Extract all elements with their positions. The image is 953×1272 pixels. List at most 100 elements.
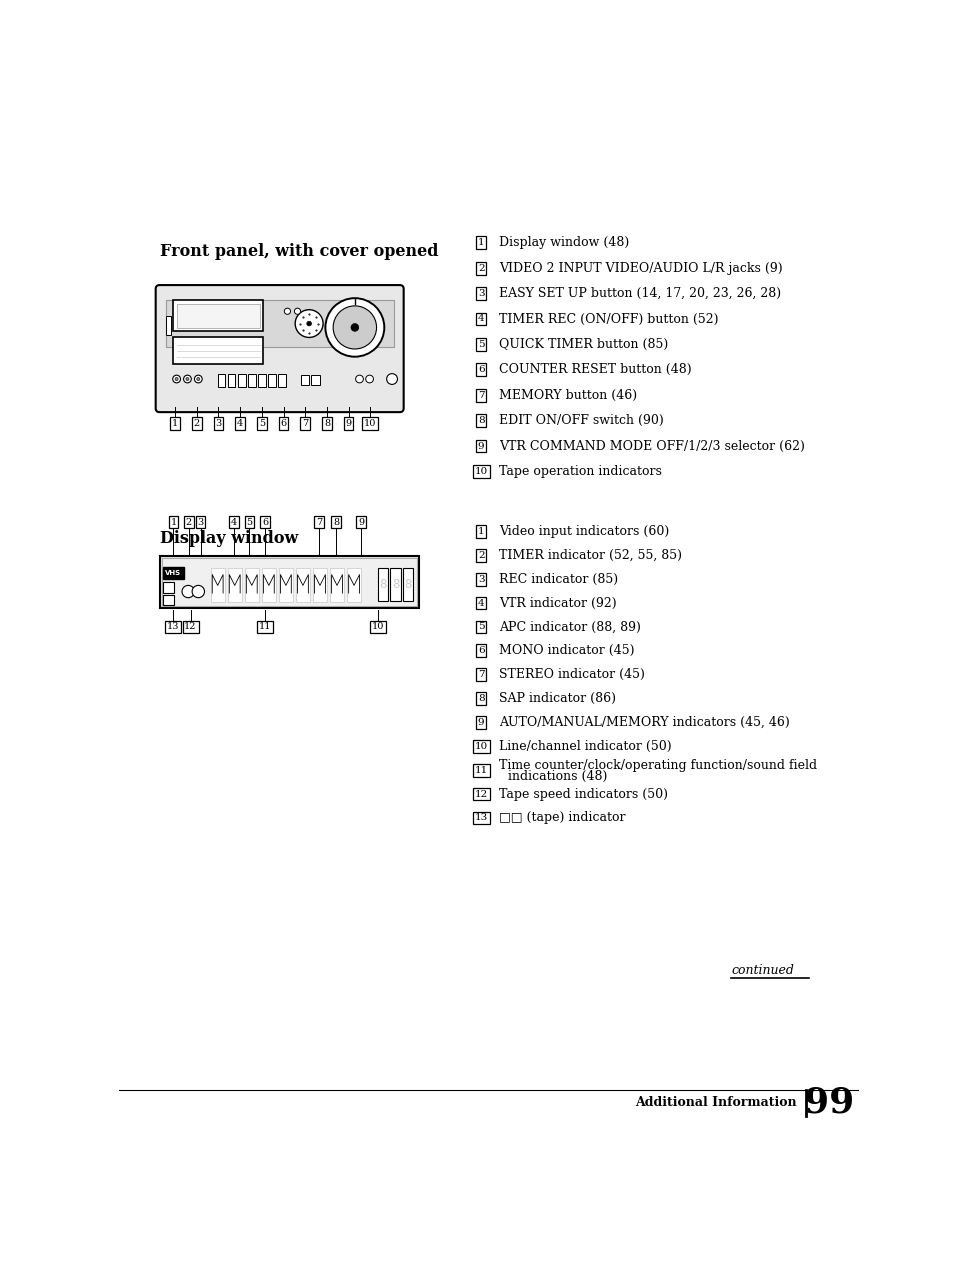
Bar [377,569,388,600]
Bar [278,569,293,603]
Text: Additional Information: Additional Information [635,1096,796,1109]
Text: 11: 11 [474,766,487,775]
Text: 5: 5 [258,420,265,429]
Text: VHS: VHS [165,570,181,576]
Text: 7: 7 [315,518,322,527]
Text: EASY SET UP button (14, 17, 20, 23, 26, 28): EASY SET UP button (14, 17, 20, 23, 26, … [498,287,781,300]
Circle shape [174,378,178,380]
Text: Time counter/clock/operating function/sound field: Time counter/clock/operating function/so… [498,759,817,772]
Text: 4: 4 [231,518,237,527]
Text: 4: 4 [236,420,243,429]
Text: 10: 10 [474,742,487,750]
Bar [268,374,275,387]
Text: REC indicator (85): REC indicator (85) [498,572,618,585]
Bar [166,300,394,347]
Text: 12: 12 [474,790,487,799]
Text: TIMER REC (ON/OFF) button (52): TIMER REC (ON/OFF) button (52) [498,313,718,326]
Bar [245,569,258,603]
Text: MEMORY button (46): MEMORY button (46) [498,389,637,402]
Circle shape [365,375,373,383]
Text: 1: 1 [477,238,484,247]
Circle shape [192,585,204,598]
Text: 8: 8 [333,518,339,527]
Text: 13: 13 [474,813,487,823]
Text: 4: 4 [477,599,484,608]
Text: 2: 2 [477,551,484,560]
Text: 8: 8 [379,577,387,591]
Text: VTR COMMAND MODE OFF/1/2/3 selector (62): VTR COMMAND MODE OFF/1/2/3 selector (62) [498,440,804,453]
Text: 6: 6 [477,365,484,374]
Text: 9: 9 [357,518,364,527]
Text: indications (48): indications (48) [508,770,607,782]
Circle shape [294,308,300,314]
Bar [228,374,235,387]
Text: 2: 2 [477,263,484,272]
Bar [237,374,245,387]
Text: □□ (tape) indicator: □□ (tape) indicator [498,812,625,824]
Circle shape [172,375,180,383]
Text: 9: 9 [477,717,484,726]
Bar [163,595,174,604]
Text: 1: 1 [171,518,176,527]
Text: 8: 8 [404,577,412,591]
Bar [163,567,183,579]
Text: 13: 13 [167,622,179,631]
Circle shape [351,323,358,331]
Bar [261,569,275,603]
Text: AUTO/MANUAL/MEMORY indicators (45, 46): AUTO/MANUAL/MEMORY indicators (45, 46) [498,716,789,729]
Bar [313,569,327,603]
Text: 6: 6 [280,420,286,429]
Text: COUNTER RESET button (48): COUNTER RESET button (48) [498,364,691,377]
Circle shape [294,309,323,337]
Text: 4: 4 [477,314,484,323]
Text: 8: 8 [477,416,484,425]
Circle shape [333,305,376,349]
Circle shape [325,298,384,356]
Text: 7: 7 [302,420,308,429]
Circle shape [284,308,291,314]
Text: SAP indicator (86): SAP indicator (86) [498,692,616,705]
Text: Tape speed indicators (50): Tape speed indicators (50) [498,787,667,800]
Bar [278,374,286,387]
Text: STEREO indicator (45): STEREO indicator (45) [498,668,644,682]
Circle shape [194,375,202,383]
Text: 7: 7 [477,391,484,399]
Circle shape [183,375,192,383]
Bar [300,375,309,385]
Text: continued: continued [731,964,794,977]
Text: Video input indicators (60): Video input indicators (60) [498,525,669,538]
Text: Tape operation indicators: Tape operation indicators [498,466,661,478]
Circle shape [186,378,189,380]
Bar [176,304,259,328]
Bar [173,300,262,331]
Circle shape [196,378,199,380]
Bar [211,569,224,603]
Text: 5: 5 [246,518,253,527]
Text: 3: 3 [477,289,484,298]
Text: Line/channel indicator (50): Line/channel indicator (50) [498,740,671,753]
Text: 10: 10 [372,622,384,631]
Text: 3: 3 [215,420,221,429]
Bar [248,374,255,387]
Text: 10: 10 [474,467,487,476]
Circle shape [386,374,397,384]
Text: 8: 8 [324,420,330,429]
Text: MONO indicator (45): MONO indicator (45) [498,645,634,658]
Text: 8: 8 [392,577,399,591]
FancyBboxPatch shape [155,285,403,412]
Bar [347,569,360,603]
Bar [166,315,171,335]
Circle shape [307,322,311,326]
Bar [257,374,266,387]
Bar [330,569,344,603]
Text: Display window: Display window [159,530,297,547]
Text: 6: 6 [262,518,268,527]
Bar [311,375,319,385]
Text: 9: 9 [477,441,484,450]
Bar [173,337,262,364]
Bar [390,569,400,600]
Text: Display window (48): Display window (48) [498,237,629,249]
Text: EDIT ON/OFF switch (90): EDIT ON/OFF switch (90) [498,415,663,427]
Text: QUICK TIMER button (85): QUICK TIMER button (85) [498,338,667,351]
Circle shape [355,375,363,383]
